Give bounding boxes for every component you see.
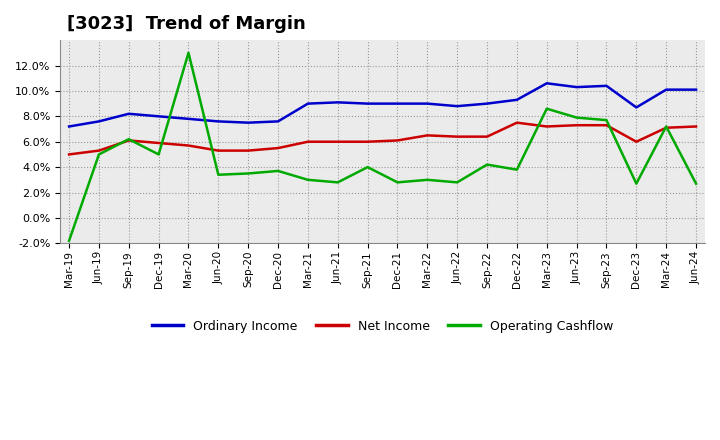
Ordinary Income [453,103,462,109]
Operating Cashflow [482,162,491,167]
Line: Net Income: Net Income [69,123,696,154]
Operating Cashflow [333,180,342,185]
Ordinary Income [423,101,432,106]
Ordinary Income [125,111,133,117]
Ordinary Income [65,124,73,129]
Ordinary Income [602,83,611,88]
Operating Cashflow [513,167,521,172]
Ordinary Income [304,101,312,106]
Net Income [513,120,521,125]
Operating Cashflow [542,106,551,111]
Net Income [94,148,103,153]
Legend: Ordinary Income, Net Income, Operating Cashflow: Ordinary Income, Net Income, Operating C… [147,315,618,337]
Text: [3023]  Trend of Margin: [3023] Trend of Margin [66,15,305,33]
Operating Cashflow [244,171,253,176]
Ordinary Income [274,119,282,124]
Ordinary Income [333,100,342,105]
Operating Cashflow [125,136,133,142]
Net Income [125,138,133,143]
Net Income [364,139,372,144]
Net Income [602,123,611,128]
Net Income [662,125,670,130]
Ordinary Income [692,87,701,92]
Net Income [154,140,163,146]
Operating Cashflow [214,172,222,177]
Ordinary Income [393,101,402,106]
Net Income [184,143,193,148]
Operating Cashflow [393,180,402,185]
Operating Cashflow [572,115,581,120]
Net Income [632,139,641,144]
Operating Cashflow [662,124,670,129]
Ordinary Income [184,116,193,121]
Line: Operating Cashflow: Operating Cashflow [69,53,696,241]
Net Income [423,133,432,138]
Net Income [542,124,551,129]
Operating Cashflow [692,181,701,186]
Operating Cashflow [632,181,641,186]
Operating Cashflow [94,152,103,157]
Ordinary Income [244,120,253,125]
Ordinary Income [214,119,222,124]
Net Income [244,148,253,153]
Operating Cashflow [154,152,163,157]
Operating Cashflow [184,50,193,55]
Ordinary Income [482,101,491,106]
Net Income [453,134,462,139]
Ordinary Income [542,81,551,86]
Ordinary Income [364,101,372,106]
Net Income [393,138,402,143]
Operating Cashflow [423,177,432,183]
Net Income [214,148,222,153]
Net Income [333,139,342,144]
Ordinary Income [94,119,103,124]
Operating Cashflow [274,168,282,173]
Net Income [572,123,581,128]
Ordinary Income [154,114,163,119]
Operating Cashflow [453,180,462,185]
Operating Cashflow [602,117,611,123]
Net Income [274,146,282,151]
Ordinary Income [513,97,521,103]
Net Income [692,124,701,129]
Net Income [482,134,491,139]
Ordinary Income [572,84,581,90]
Operating Cashflow [364,165,372,170]
Net Income [304,139,312,144]
Net Income [65,152,73,157]
Operating Cashflow [304,177,312,183]
Ordinary Income [632,105,641,110]
Operating Cashflow [65,238,73,243]
Ordinary Income [662,87,670,92]
Line: Ordinary Income: Ordinary Income [69,83,696,126]
